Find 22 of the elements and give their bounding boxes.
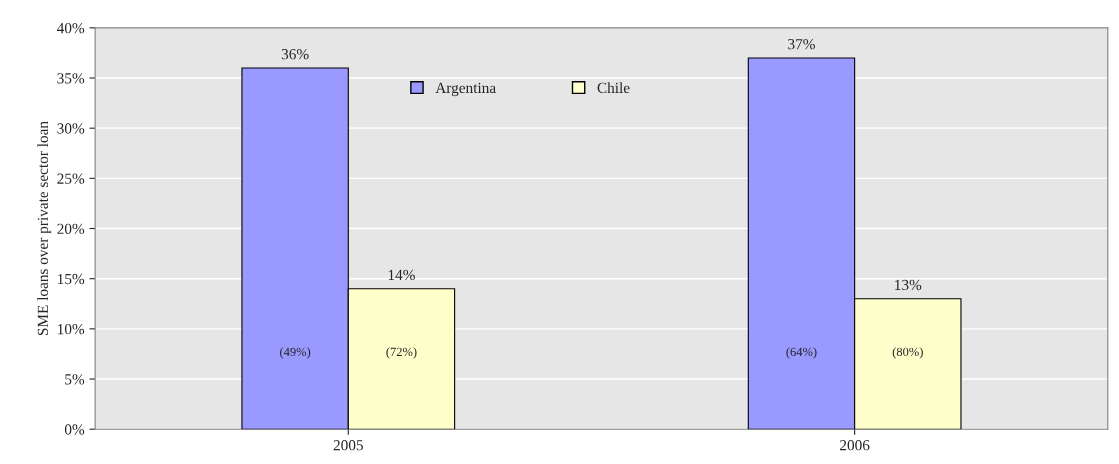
x-tick-label: 2005 <box>333 440 363 451</box>
legend-label: Chile <box>597 82 630 94</box>
annotation: (49%) <box>280 347 311 359</box>
data-label: 13% <box>895 279 922 291</box>
y-tick-label: 5% <box>65 374 85 385</box>
y-tick-label: 40% <box>56 22 85 34</box>
data-label: 37% <box>788 38 815 50</box>
y-tick-label: 35% <box>57 73 85 84</box>
x-tick-label: 2006 <box>840 440 870 451</box>
data-label: 36% <box>281 49 309 60</box>
annotation: (64%) <box>786 347 817 359</box>
y-tick-label: 30% <box>57 123 85 134</box>
y-tick-label: 25% <box>57 173 85 184</box>
data-label: 14% <box>388 269 415 281</box>
legend-label: Argentina <box>435 82 496 97</box>
y-tick-label: 10% <box>58 324 85 335</box>
y-tick-label: 20% <box>57 223 85 235</box>
annotation: (72%) <box>386 347 417 359</box>
y-tick-label: 0% <box>64 424 85 435</box>
y-tick-label: 15% <box>58 273 85 285</box>
annotation: (80%) <box>892 347 923 359</box>
y-axis-title: SME loans over private sector loan <box>37 121 52 336</box>
